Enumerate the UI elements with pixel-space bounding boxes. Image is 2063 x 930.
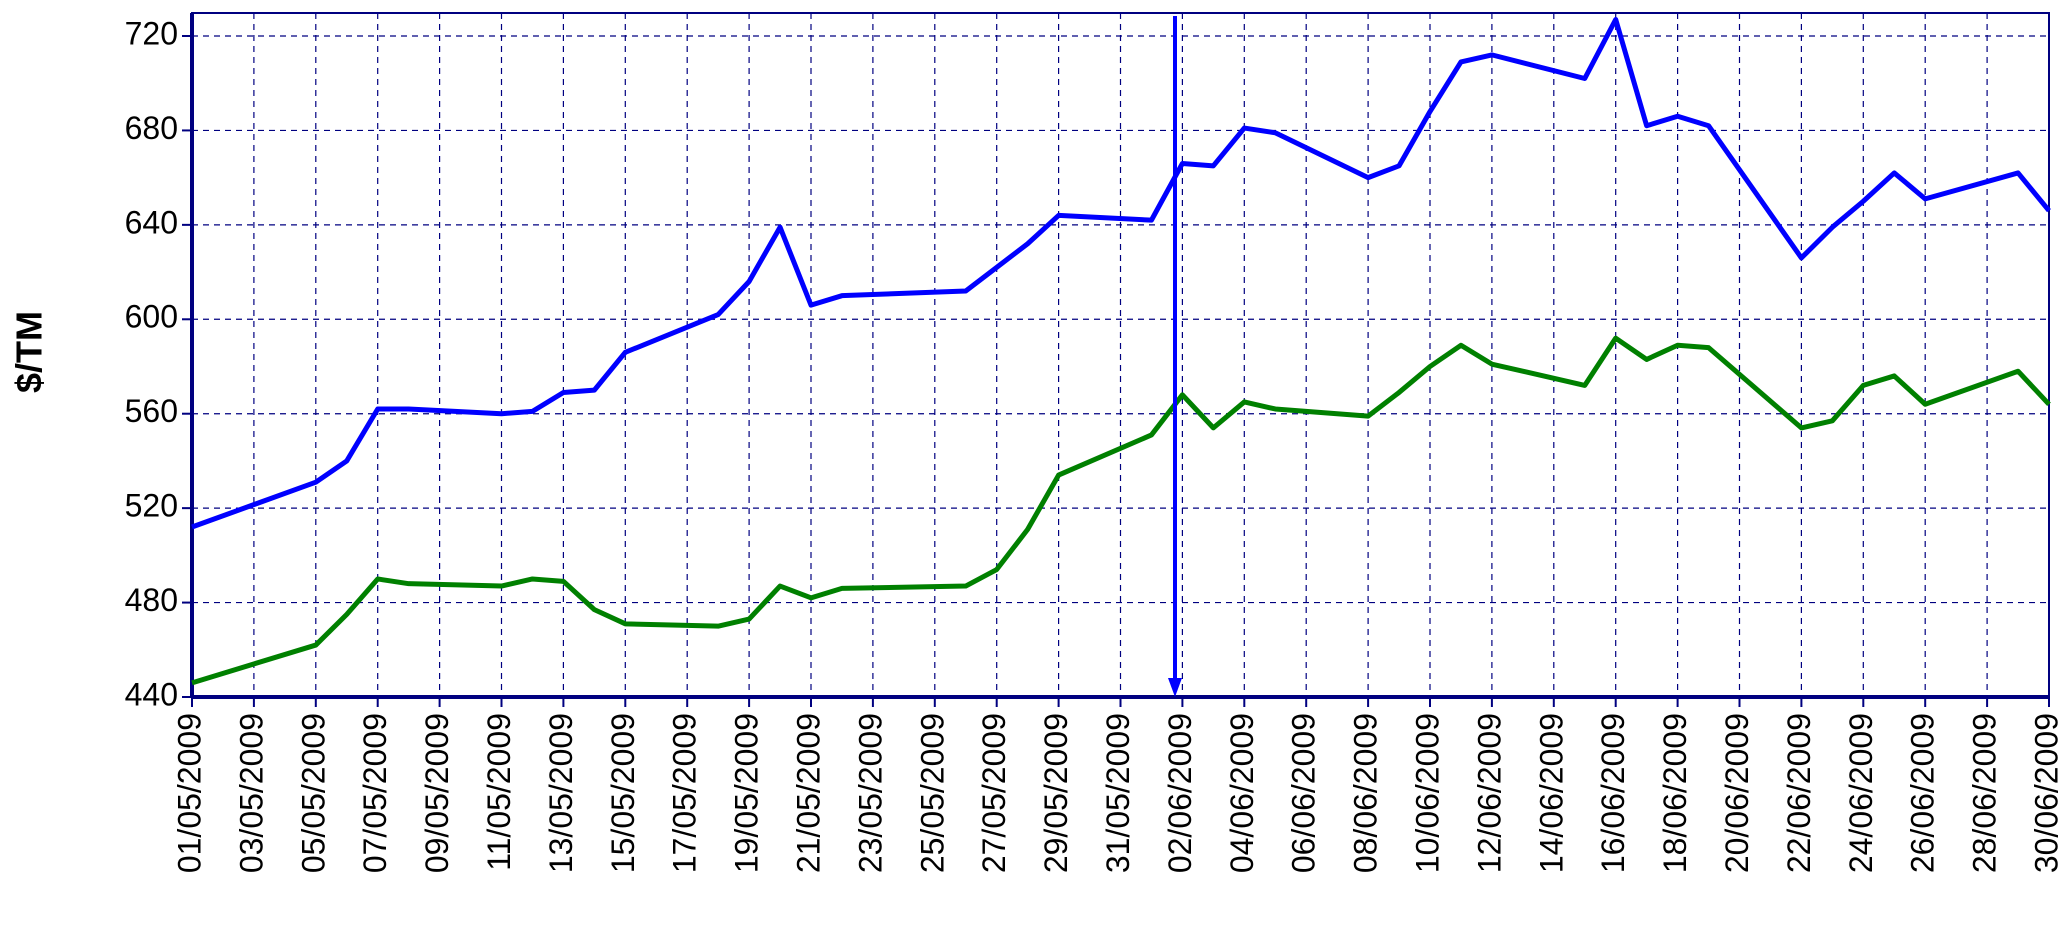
x-tick-label: 20/06/2009: [1719, 713, 1755, 873]
x-tick-label: 17/05/2009: [667, 713, 703, 873]
x-tick-label: 27/05/2009: [976, 713, 1012, 873]
x-tick-label: 10/06/2009: [1409, 713, 1445, 873]
plot-area: 440 480 520 560 600 640 680 720 01/05/2009 03/05/…: [125, 12, 2063, 873]
y-tick-label: 480: [125, 582, 178, 618]
x-tick-label: 30/06/2009: [2028, 713, 2063, 873]
series-line: [191, 335, 2051, 686]
y-tick-label: 520: [125, 488, 178, 524]
x-tick-label: 12/06/2009: [1471, 713, 1507, 873]
x-tick-label: 03/05/2009: [233, 713, 269, 873]
x-tick-label: 26/06/2009: [1905, 713, 1941, 873]
x-tick-label: 14/06/2009: [1533, 713, 1569, 873]
x-tick-label: 24/06/2009: [1843, 713, 1879, 873]
x-tick-label: 01/05/2009: [171, 713, 207, 873]
y-tick-label: 560: [125, 393, 178, 429]
y-tick-label: 640: [125, 204, 178, 240]
x-tick-label: 23/05/2009: [852, 713, 888, 873]
x-tick-label: 21/05/2009: [790, 713, 826, 873]
x-tick-label: 09/05/2009: [419, 713, 455, 873]
x-tick-label: 13/05/2009: [543, 713, 579, 873]
x-tick-label: 11/05/2009: [481, 713, 517, 871]
x-tick-label: 04/06/2009: [1224, 713, 1260, 873]
x-tick-label: 06/06/2009: [1286, 713, 1322, 873]
x-tick-label: 28/06/2009: [1967, 713, 2003, 873]
y-axis-label: $/TM: [9, 311, 50, 393]
x-tick-label: 16/06/2009: [1595, 713, 1631, 873]
x-tick-label: 19/05/2009: [729, 713, 765, 873]
x-tick-label: 15/05/2009: [605, 713, 641, 873]
x-tick-label: 08/06/2009: [1348, 713, 1384, 873]
x-tick-label: 05/05/2009: [295, 713, 331, 873]
x-tick-label: 02/06/2009: [1162, 713, 1198, 873]
y-tick-label: 720: [125, 15, 178, 51]
x-tick-label: 29/05/2009: [1038, 713, 1074, 873]
x-tick-label: 07/05/2009: [357, 713, 393, 873]
x-tick-label: 18/06/2009: [1657, 713, 1693, 873]
y-tick-label: 440: [125, 676, 178, 712]
y-tick-label: 680: [125, 110, 178, 146]
x-tick-label: 25/05/2009: [914, 713, 950, 873]
x-tick-label: 31/05/2009: [1100, 713, 1136, 873]
x-tick-label: 22/06/2009: [1781, 713, 1817, 873]
y-tick-label: 600: [125, 299, 178, 335]
series-line: [191, 16, 2051, 530]
annotation-arrowhead: [1168, 678, 1182, 697]
